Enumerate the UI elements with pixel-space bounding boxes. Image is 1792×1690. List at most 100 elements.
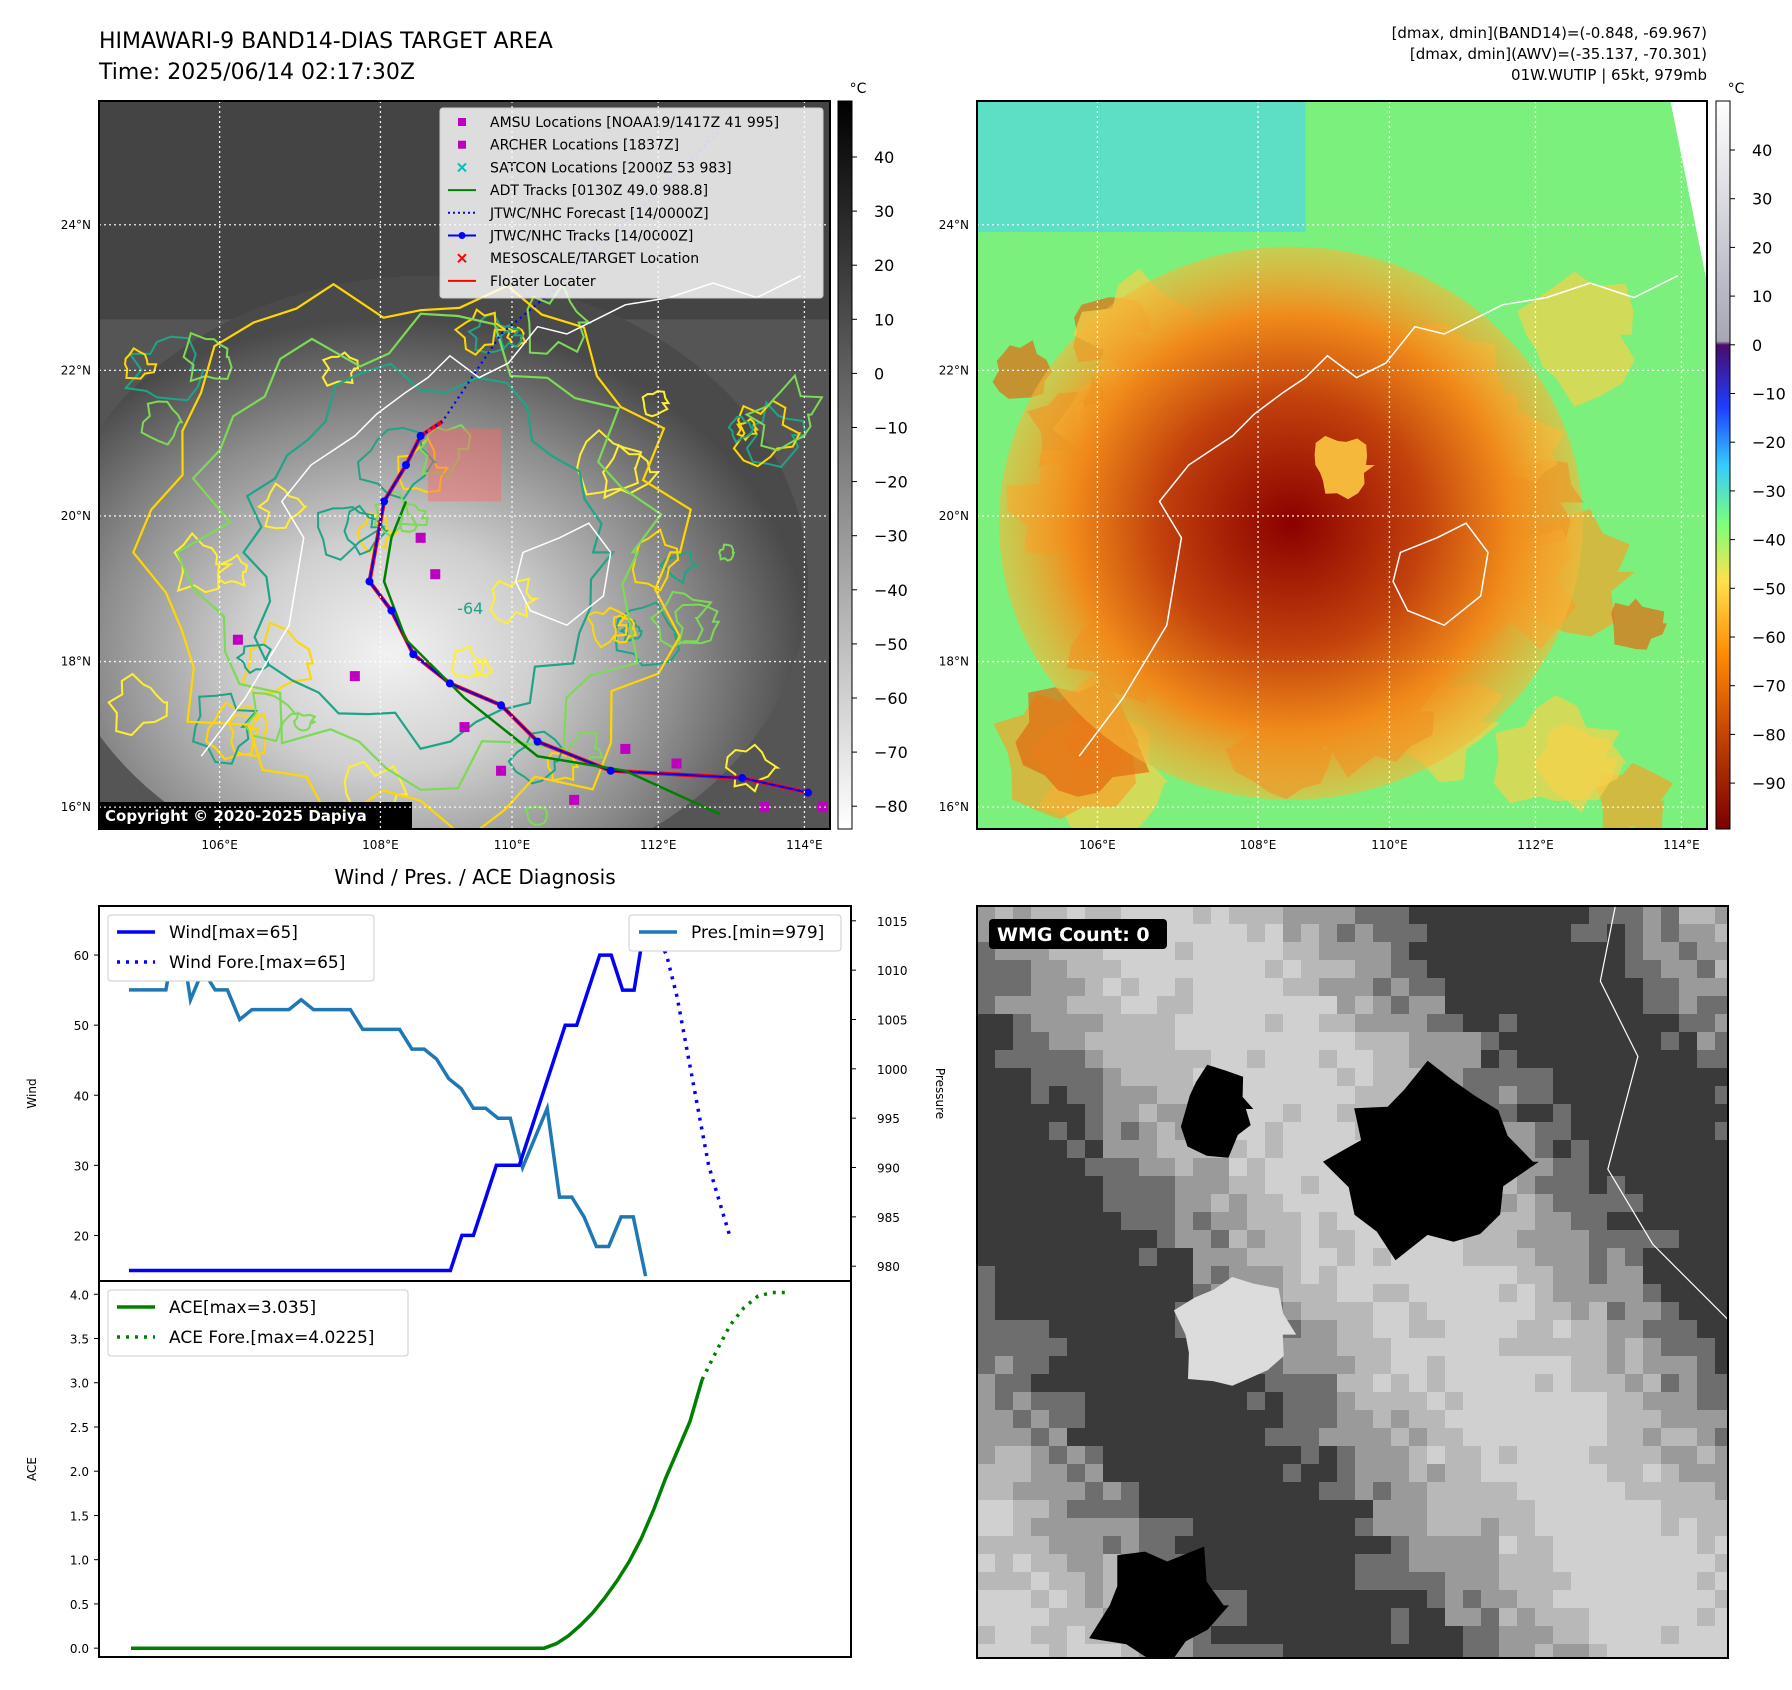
wmg-pixel — [1121, 1266, 1139, 1284]
wmg-pixel — [1049, 978, 1067, 996]
wmg-pixel — [1697, 1482, 1715, 1500]
wmg-pixel — [1211, 978, 1229, 996]
wmg-pixel — [1535, 996, 1553, 1014]
wmg-pixel — [1409, 1464, 1427, 1482]
wmg-pixel — [1625, 1014, 1643, 1032]
wmg-pixel — [1571, 1392, 1589, 1410]
wmg-pixel — [1427, 1356, 1445, 1374]
wmg-pixel — [1409, 1554, 1427, 1572]
wmg-pixel — [1607, 906, 1625, 924]
wmg-pixel — [1121, 1014, 1139, 1032]
wmg-pixel — [1301, 1158, 1319, 1176]
wmg-pixel — [1589, 1626, 1607, 1644]
wmg-pixel — [1499, 1086, 1517, 1104]
wmg-pixel — [1517, 1284, 1535, 1302]
wmg-pixel — [1157, 1050, 1175, 1068]
wmg-pixel — [1463, 1536, 1481, 1554]
wmg-pixel — [1463, 1518, 1481, 1536]
wmg-pixel — [1679, 1140, 1697, 1158]
wmg-pixel — [1409, 1428, 1427, 1446]
wmg-pixel — [1013, 1302, 1031, 1320]
wmg-pixel — [1157, 1212, 1175, 1230]
wmg-pixel — [1283, 1068, 1301, 1086]
wmg-pixel — [1481, 1410, 1499, 1428]
wmg-pixel — [1427, 906, 1445, 924]
wmg-pixel — [1427, 924, 1445, 942]
wmg-pixel — [1283, 1410, 1301, 1428]
wmg-pixel — [1535, 924, 1553, 942]
wmg-pixel — [1499, 1428, 1517, 1446]
wmg-pixel — [1067, 1068, 1085, 1086]
jtwc-track-point — [497, 701, 506, 710]
wmg-pixel — [1373, 1428, 1391, 1446]
wmg-pixel — [1679, 1410, 1697, 1428]
wmg-pixel — [1625, 1230, 1643, 1248]
wmg-pixel — [1535, 1248, 1553, 1266]
wmg-pixel — [995, 1356, 1013, 1374]
wmg-pixel — [1409, 1374, 1427, 1392]
wmg-pixel — [1355, 1374, 1373, 1392]
wmg-pixel — [1103, 996, 1121, 1014]
wmg-pixel — [1301, 1554, 1319, 1572]
wmg-pixel — [1373, 1554, 1391, 1572]
wmg-pixel — [1661, 1482, 1679, 1500]
wmg-pixel — [1517, 1014, 1535, 1032]
right-colorbar-unit: °C — [1728, 81, 1745, 97]
pressure-tick-label: 990 — [877, 1162, 900, 1176]
wmg-pixel — [1121, 996, 1139, 1014]
wmg-pixel — [1607, 1410, 1625, 1428]
wmg-pixel — [1175, 1086, 1193, 1104]
wmg-pixel — [1535, 1230, 1553, 1248]
ir-contour — [343, 504, 389, 556]
wmg-pixel — [1247, 1518, 1265, 1536]
wmg-pixel — [1175, 1032, 1193, 1050]
wmg-pixel — [1049, 1392, 1067, 1410]
jtwc-track — [368, 435, 809, 794]
wmg-pixel — [1265, 1446, 1283, 1464]
wmg-pixel — [1517, 960, 1535, 978]
wmg-pixel — [1463, 978, 1481, 996]
wmg-pixel — [1319, 1518, 1337, 1536]
left-colorbar-label: −70 — [874, 743, 908, 762]
wmg-pixel — [977, 1212, 995, 1230]
wmg-pixel — [1517, 1392, 1535, 1410]
wmg-pixel — [1103, 1464, 1121, 1482]
wmg-pixel — [1535, 1266, 1553, 1284]
wmg-pixel — [1643, 1338, 1661, 1356]
wmg-pixel — [1553, 1356, 1571, 1374]
wmg-pixel — [1175, 1428, 1193, 1446]
wmg-pixel — [1337, 1518, 1355, 1536]
wmg-pixel — [1373, 1626, 1391, 1644]
wmg-pixel — [1607, 1374, 1625, 1392]
wmg-pixel — [1013, 1464, 1031, 1482]
wmg-pixel — [1517, 1572, 1535, 1590]
wmg-pixel — [1661, 1518, 1679, 1536]
wmg-pixel — [1517, 1608, 1535, 1626]
wmg-pixel — [1139, 1050, 1157, 1068]
legend-marker-x — [457, 253, 467, 263]
wmg-pixel — [995, 960, 1013, 978]
wmg-pixel — [1373, 924, 1391, 942]
ir-contour — [524, 805, 549, 826]
wmg-pixel — [1391, 1500, 1409, 1518]
wmg-pixel — [1409, 1284, 1427, 1302]
ir-contour — [123, 346, 158, 380]
wmg-pixel — [1121, 1410, 1139, 1428]
wmg-pixel — [1121, 1176, 1139, 1194]
wmg-pixel — [1679, 1446, 1697, 1464]
wmg-pixel — [1283, 1014, 1301, 1032]
wmg-pixel — [1391, 1554, 1409, 1572]
wmg-pixel — [1013, 1482, 1031, 1500]
wmg-pixel — [1103, 978, 1121, 996]
wmg-pixel — [1355, 942, 1373, 960]
wmg-pixel — [1715, 1572, 1728, 1590]
wmg-pixel — [1661, 1158, 1679, 1176]
wmg-pixel — [1247, 1590, 1265, 1608]
wmg-pixel — [1553, 1050, 1571, 1068]
wmg-pixel — [1049, 1590, 1067, 1608]
wmg-pixel — [1085, 1086, 1103, 1104]
wmg-pixel — [1445, 1500, 1463, 1518]
wmg-pixel — [1517, 1590, 1535, 1608]
left-colorbar-label: 30 — [874, 202, 894, 221]
wmg-pixel — [1409, 1482, 1427, 1500]
